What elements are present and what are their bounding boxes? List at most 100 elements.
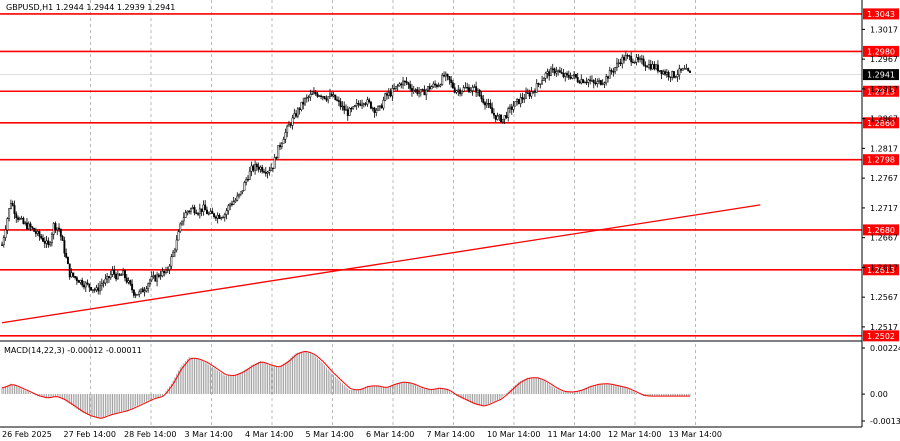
- candle-body: [446, 73, 449, 77]
- candle-body: [206, 209, 208, 215]
- candle-body: [131, 283, 134, 291]
- candle-body: [79, 279, 82, 283]
- candle-body: [439, 84, 442, 87]
- candle-body: [122, 270, 125, 276]
- candle-body: [124, 270, 126, 279]
- candle-body: [261, 166, 264, 172]
- level-label: 1.2913: [867, 87, 895, 96]
- candle-body: [550, 68, 552, 77]
- candle-body: [120, 274, 123, 276]
- candle-body: [300, 101, 303, 110]
- candle-body: [213, 213, 216, 218]
- candle-body: [526, 92, 529, 94]
- candle-body: [50, 234, 53, 244]
- candle-body: [289, 124, 292, 126]
- macd-y-tick-label: 0.00224: [870, 344, 900, 353]
- level-tag: [863, 85, 899, 97]
- candle-body: [612, 71, 615, 73]
- candle-body: [450, 79, 453, 83]
- candle-body: [107, 276, 110, 278]
- candle-body: [503, 115, 506, 120]
- candle-body: [585, 81, 588, 84]
- candle-body: [236, 195, 239, 201]
- candle-body: [382, 99, 385, 109]
- candle-body: [589, 79, 592, 81]
- candle-body: [4, 229, 7, 238]
- candle-body: [17, 217, 19, 220]
- candle-body: [2, 237, 5, 246]
- y-tick-label: 1.2567: [870, 293, 898, 302]
- candle-body: [284, 132, 287, 140]
- candle-body: [38, 231, 41, 237]
- candle-body: [419, 89, 422, 93]
- candle-body: [186, 210, 189, 214]
- candle-body: [492, 112, 495, 116]
- candle-body: [88, 283, 91, 288]
- candle-body: [332, 94, 335, 97]
- candle-body: [375, 109, 378, 113]
- candle-body: [311, 93, 314, 95]
- candle-body: [403, 80, 406, 83]
- candle-body: [227, 205, 230, 212]
- candle-body: [152, 275, 155, 277]
- candle-body: [459, 89, 462, 94]
- candle-body: [309, 93, 312, 98]
- x-tick-label: 10 Mar 14:00: [487, 430, 540, 439]
- candle-body: [359, 103, 362, 106]
- candle-body: [327, 96, 330, 101]
- current-price-label: 1.2941: [867, 71, 895, 80]
- candle-body: [116, 273, 119, 280]
- candle-body: [177, 231, 180, 241]
- candle-body: [277, 145, 280, 159]
- candle-body: [626, 55, 629, 57]
- candle-body: [649, 64, 652, 70]
- level-tag: [863, 8, 899, 20]
- candle-body: [396, 85, 399, 87]
- candle-body: [617, 62, 620, 64]
- candle-body: [412, 90, 415, 92]
- candle-body: [305, 97, 308, 99]
- candle-body: [640, 58, 643, 60]
- candle-body: [188, 210, 191, 213]
- candle-body: [66, 257, 69, 265]
- candle-body: [141, 288, 144, 293]
- candle-body: [56, 227, 59, 231]
- candle-body: [466, 87, 469, 89]
- candle-body: [407, 82, 410, 85]
- candle-body: [193, 207, 196, 214]
- candle-body: [664, 71, 666, 75]
- candle-body: [263, 171, 265, 173]
- candle-body: [77, 280, 80, 283]
- candle-body: [173, 249, 176, 253]
- candle-body: [361, 103, 363, 106]
- candle-body: [393, 88, 396, 90]
- candle-body: [628, 55, 631, 57]
- candle-body: [409, 84, 412, 89]
- candle-body: [97, 287, 100, 292]
- x-tick-label: 3 Mar 14:00: [185, 430, 233, 439]
- candle-body: [232, 201, 235, 205]
- candle-body: [72, 272, 75, 277]
- candle-body: [334, 94, 337, 100]
- candle-body: [22, 218, 25, 224]
- macd-signal-line: [1, 350, 690, 419]
- x-tick-label: 27 Feb 14:00: [64, 430, 116, 439]
- candle-body: [564, 73, 567, 77]
- candle-body: [145, 288, 148, 292]
- candle-body: [451, 82, 454, 89]
- candle-body: [329, 93, 331, 97]
- candle-body: [341, 105, 344, 108]
- candle-body: [113, 270, 116, 275]
- candle-body: [109, 274, 112, 278]
- candle-body: [599, 80, 602, 85]
- candle-body: [168, 265, 171, 270]
- candle-body: [207, 213, 210, 215]
- candle-body: [487, 103, 490, 105]
- x-tick-label: 13 Mar 14:00: [669, 430, 722, 439]
- candle-body: [170, 256, 173, 267]
- candle-body: [175, 239, 178, 251]
- level-tag: [863, 224, 899, 236]
- candle-body: [594, 82, 597, 85]
- level-label: 1.2980: [867, 47, 895, 56]
- candle-body: [630, 56, 633, 63]
